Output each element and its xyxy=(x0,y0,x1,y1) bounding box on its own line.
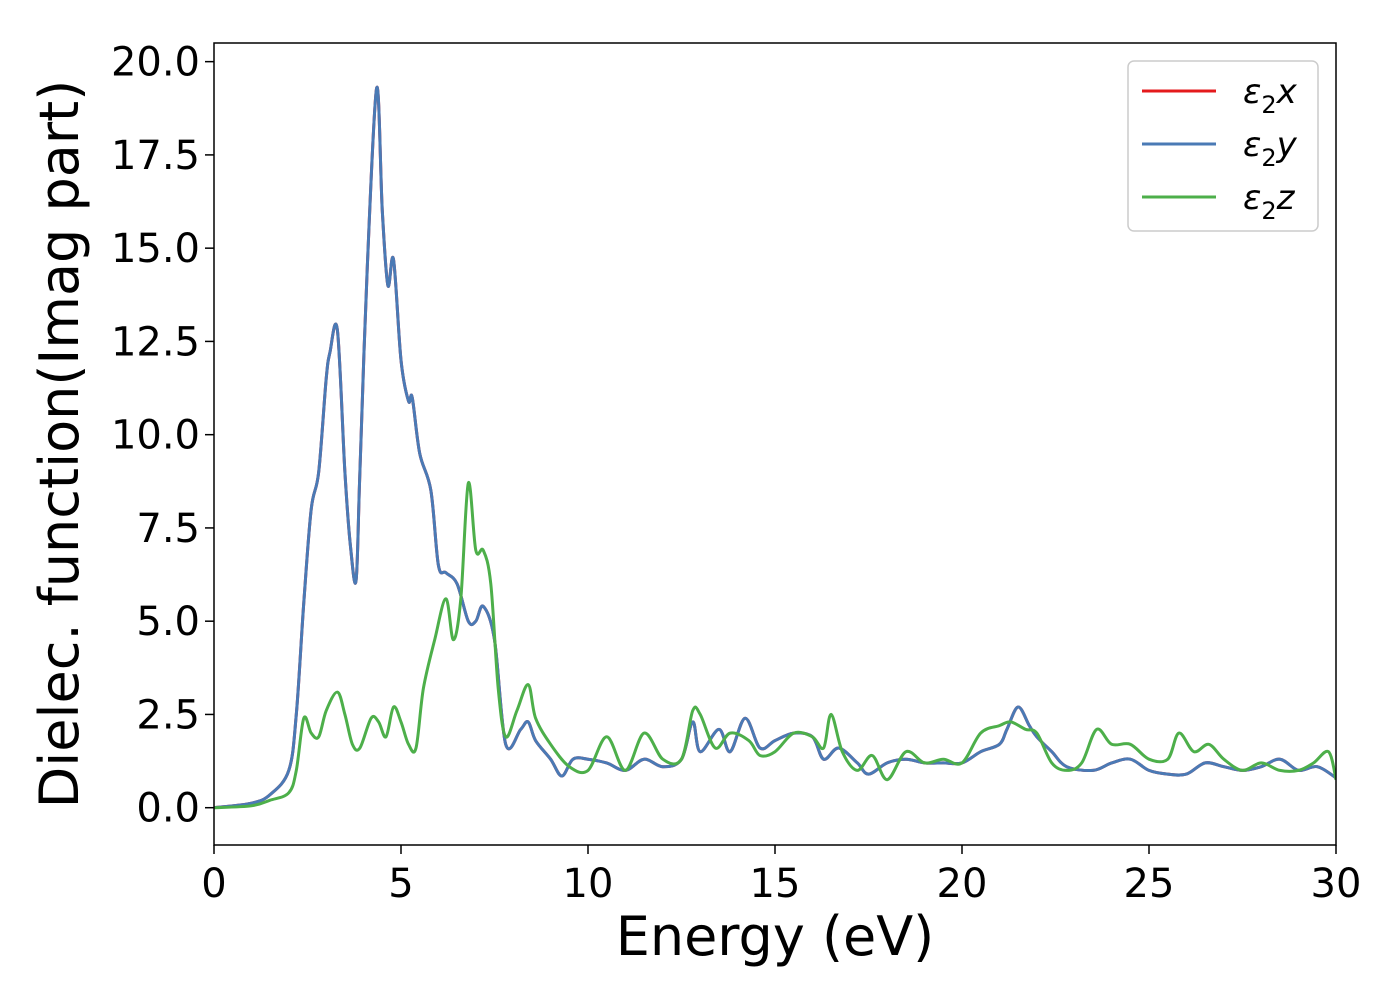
y-tick-label: 20.0 xyxy=(111,40,200,86)
series-line-y xyxy=(214,86,1336,810)
x-tick-label: 30 xyxy=(1311,861,1362,907)
legend-entry-x: ε2x xyxy=(1142,72,1298,119)
y-tick-label: 5.0 xyxy=(136,599,200,645)
x-axis-label: Energy (eV) xyxy=(616,905,935,968)
legend: ε2x ε2y ε2z xyxy=(1127,60,1319,232)
legend-label: ε2z xyxy=(1243,178,1296,225)
x-tick-label: 25 xyxy=(1124,861,1175,907)
y-tick-label: 17.5 xyxy=(111,133,200,179)
legend-label: ε2y xyxy=(1243,125,1298,172)
legend-items: ε2x ε2y ε2z xyxy=(1142,72,1298,225)
x-tick-label: 20 xyxy=(937,861,988,907)
legend-entry-z: ε2z xyxy=(1142,178,1296,225)
legend-entry-y: ε2y xyxy=(1142,125,1298,172)
y-tick-label: 12.5 xyxy=(111,319,200,365)
x-tick-label: 10 xyxy=(563,861,614,907)
x-tick-label: 5 xyxy=(388,861,413,907)
y-axis-label: Dielec. function(Imag part) xyxy=(28,80,91,809)
legend-label: ε2x xyxy=(1243,72,1298,119)
series-line-z xyxy=(214,481,1336,810)
y-axis: 0.0 2.5 5.0 7.5 10.0 12.5 15.0 17.5 20.0 xyxy=(111,40,214,832)
legend-box xyxy=(1127,60,1319,232)
x-tick-label: 15 xyxy=(750,861,801,907)
y-tick-label: 7.5 xyxy=(136,506,200,552)
y-tick-label: 10.0 xyxy=(111,413,200,459)
x-axis: 0 5 10 15 20 25 30 xyxy=(201,845,1361,907)
x-tick-label: 0 xyxy=(201,861,226,907)
series-layer xyxy=(214,86,1336,810)
y-tick-label: 2.5 xyxy=(136,692,200,738)
y-tick-label: 0.0 xyxy=(136,786,200,832)
y-tick-label: 15.0 xyxy=(111,226,200,272)
